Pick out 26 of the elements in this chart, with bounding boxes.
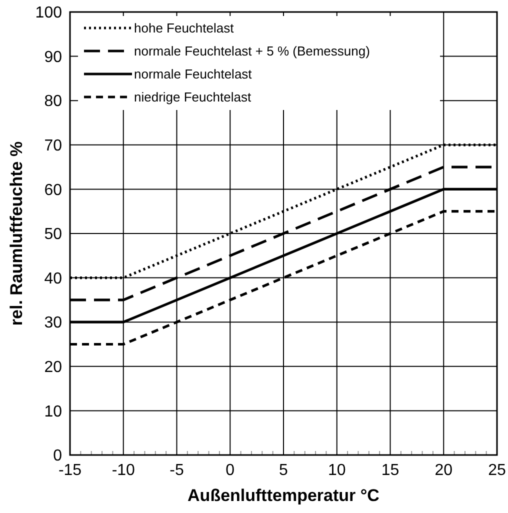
y-tick-label: 90 (44, 48, 62, 66)
y-tick-label: 60 (44, 182, 62, 199)
legend-label: normale Feuchtelast (134, 66, 252, 82)
x-tick-label: -15 (58, 462, 82, 479)
y-tick-label: 30 (44, 314, 62, 332)
y-tick-label: 100 (35, 4, 62, 22)
x-tick-label: 20 (434, 462, 453, 479)
legend-label: hohe Feuchtelast (134, 20, 234, 36)
y-tick-label: 50 (44, 226, 62, 244)
y-tick-label: 40 (44, 270, 62, 288)
x-tick-label: 15 (381, 462, 400, 479)
y-tick-label: 70 (44, 138, 62, 154)
legend-label: niedrige Feuchtelast (134, 90, 252, 105)
y-tick-label: 80 (44, 93, 62, 110)
x-axis-title: Außenlufttemperatur °C (188, 486, 380, 505)
x-tick-label: 5 (279, 462, 288, 479)
x-tick-label: -5 (170, 462, 184, 479)
y-tick-label: 10 (44, 403, 62, 420)
x-tick-label: -10 (112, 462, 136, 479)
x-tick-label: 10 (328, 462, 346, 479)
y-tick-label: 20 (44, 359, 62, 376)
x-tick-label: 25 (488, 462, 506, 479)
y-tick-label: 0 (53, 448, 62, 465)
x-tick-label: 0 (226, 462, 235, 479)
legend-label: normale Feuchtelast + 5 % (Bemessung) (134, 44, 370, 59)
y-axis-title: rel. Raumluftfeuchte % (7, 141, 26, 326)
